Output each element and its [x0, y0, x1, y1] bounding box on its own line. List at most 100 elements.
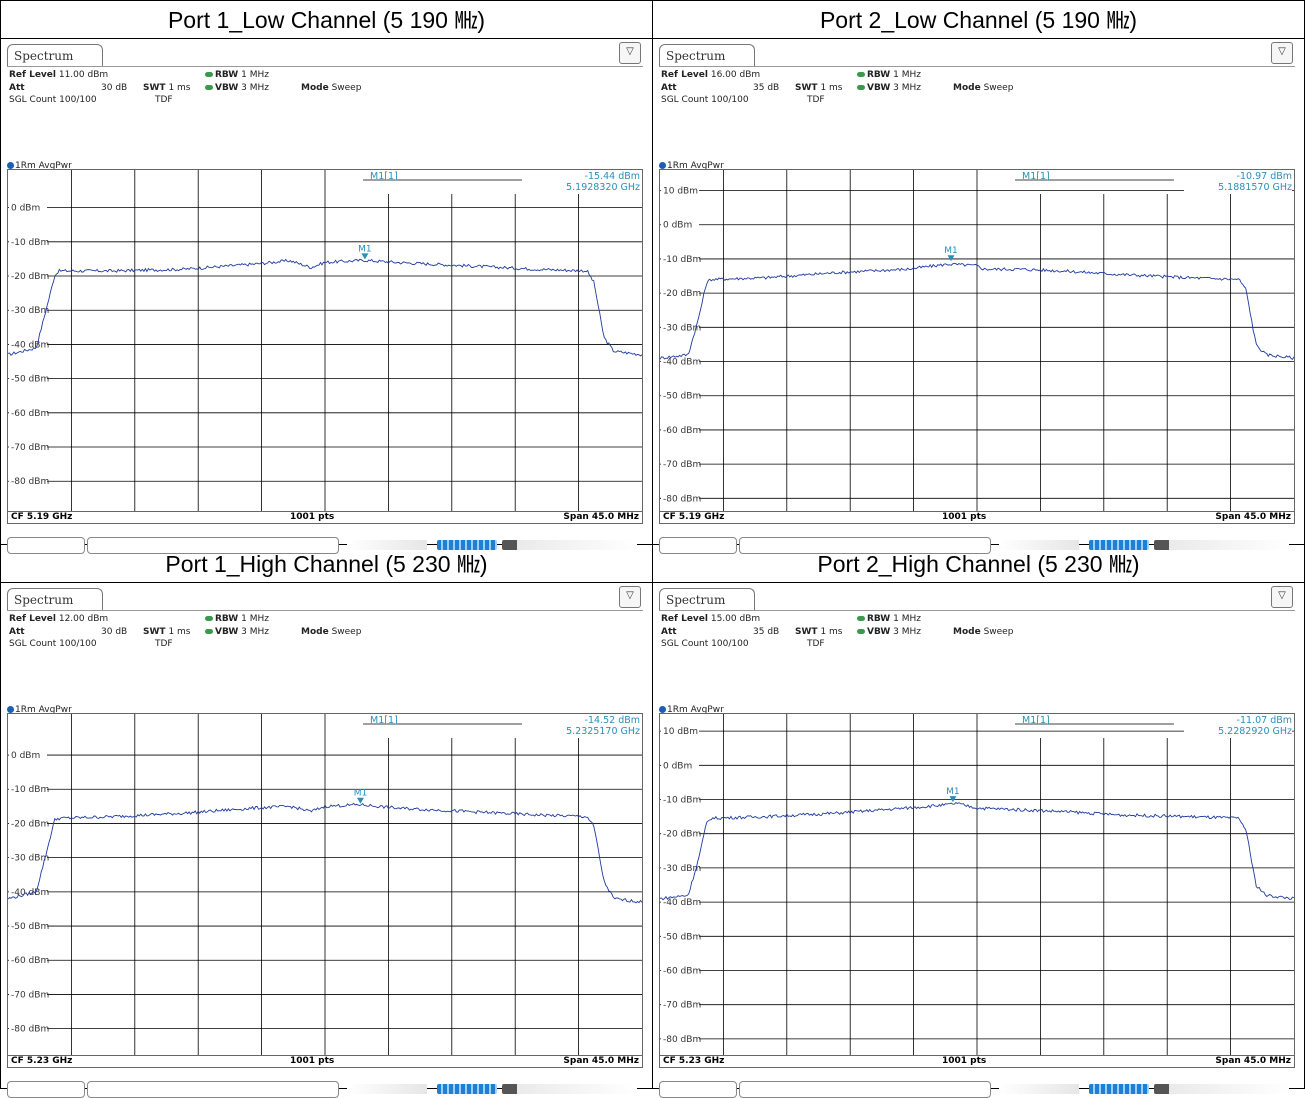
tick-label-background [661, 321, 699, 333]
footer-bar: CF 5.19 GHz 1001 pts Span 45.0 MHz [8, 511, 642, 523]
status-fade [517, 1084, 637, 1094]
tick-label-background [9, 817, 47, 829]
marker-label: M1 [354, 789, 368, 799]
marker-readout-level: -15.44 dBm [585, 171, 640, 182]
tick-label-background [9, 783, 47, 795]
tick-label-background [661, 793, 699, 805]
ref-level-row: Ref Level 12.00 dBm [9, 614, 109, 624]
y-tick-label: -40 dBm [663, 358, 701, 368]
y-tick-label: 0 dBm [663, 761, 692, 771]
points-count: 1001 pts [942, 1056, 987, 1066]
y-tick-label: 0 dBm [11, 204, 40, 214]
plot-area: 0 dBm -10 dBm -20 dBm -30 dBm -40 dBm -50 dBm… [7, 169, 643, 524]
y-tick-label: -20 dBm [663, 830, 701, 840]
spectrum-tab[interactable]: Spectrum [7, 44, 103, 66]
tab-divider [7, 66, 643, 67]
y-tick-label: -80 dBm [11, 477, 49, 487]
mode-row: Mode Sweep [301, 627, 362, 637]
spectrum-tab[interactable]: Spectrum [659, 44, 755, 66]
status-fade [347, 540, 427, 550]
vbw-row: VBW 3 MHz [857, 627, 921, 637]
att-value: 30 dB [101, 83, 128, 93]
ref-level-row: Ref Level 16.00 dBm [661, 70, 761, 80]
y-tick-label: -10 dBm [11, 238, 49, 248]
plot-area: 10 dBm 0 dBm -10 dBm -20 dBm -30 dBm -40 dBm -… [659, 169, 1295, 524]
ref-level-row: Ref Level 15.00 dBm [661, 614, 761, 624]
menu-icon[interactable]: ▽ [1271, 42, 1293, 64]
trace-icon [7, 706, 14, 713]
sgl-count: SGL Count 100/100 [661, 639, 749, 649]
sgl-count: SGL Count 100/100 [661, 95, 749, 105]
menu-icon[interactable]: ▽ [619, 42, 641, 64]
center-frequency: CF 5.23 GHz [11, 1056, 73, 1066]
status-message-box[interactable] [87, 537, 339, 554]
marker-readout-frequency: 5.1928320 GHz [566, 182, 640, 193]
y-tick-label: -10 dBm [663, 255, 701, 265]
y-tick-label: -20 dBm [663, 289, 701, 299]
marker-triangle-icon [947, 255, 955, 262]
vbw-indicator-icon [205, 629, 213, 634]
status-message-box[interactable] [739, 537, 991, 554]
spectrum-tab[interactable]: Spectrum [659, 588, 755, 610]
trace-icon [659, 162, 666, 169]
y-tick-label: -40 dBm [663, 898, 701, 908]
trace-label: 1Rm AvgPwr [659, 705, 724, 715]
att-row: Att [9, 83, 25, 93]
trace-line [660, 262, 1294, 361]
tick-label-background [661, 389, 699, 401]
y-tick-label: -70 dBm [663, 1001, 701, 1011]
tick-label-background [9, 441, 47, 453]
tab-divider [659, 66, 1295, 67]
rbw-row: RBW 1 MHz [205, 614, 269, 624]
tick-label-background [661, 998, 699, 1010]
att-row: Att [661, 83, 677, 93]
att-value: 30 dB [101, 627, 128, 637]
tick-label-background [661, 184, 699, 196]
tick-label-background [661, 423, 699, 435]
status-box[interactable] [659, 1081, 737, 1098]
tick-label-background [661, 1032, 699, 1044]
marker-readout-background [1184, 171, 1292, 193]
tick-label-background [661, 827, 699, 839]
y-tick-label: -50 dBm [663, 392, 701, 402]
status-message-box[interactable] [87, 1081, 339, 1098]
y-tick-label: -60 dBm [11, 409, 49, 419]
swt-row: SWT 1 ms [795, 627, 843, 637]
tick-label-background [661, 252, 699, 264]
trace-label: 1Rm AvgPwr [7, 161, 72, 171]
status-message-box[interactable] [739, 1081, 991, 1098]
status-box[interactable] [659, 537, 737, 554]
marker-readout-level: -10.97 dBm [1237, 171, 1292, 182]
tick-label-background [9, 270, 47, 282]
progress-icon [1089, 1084, 1149, 1094]
y-tick-label: -40 dBm [11, 888, 49, 898]
status-bar [659, 1081, 1295, 1098]
tick-label-background [9, 885, 47, 897]
tick-label-background [9, 235, 47, 247]
menu-icon[interactable]: ▽ [1271, 586, 1293, 608]
tdf-label: TDF [807, 639, 825, 649]
tick-label-background [661, 492, 699, 504]
tick-label-background [661, 287, 699, 299]
span-value: Span 45.0 MHz [563, 1056, 639, 1066]
status-box[interactable] [7, 537, 85, 554]
marker-readout-background [532, 171, 640, 193]
y-tick-label: -10 dBm [663, 796, 701, 806]
att-row: Att [9, 627, 25, 637]
footer-bar: CF 5.23 GHz 1001 pts Span 45.0 MHz [8, 1055, 642, 1067]
panel-title-2: Port 2_Low Channel (5 190 ㎒) [652, 0, 1305, 39]
menu-icon[interactable]: ▽ [619, 586, 641, 608]
spectrum-tab[interactable]: Spectrum [7, 588, 103, 610]
y-tick-label: -70 dBm [663, 460, 701, 470]
y-tick-label: -70 dBm [11, 443, 49, 453]
marker-readout-background [532, 715, 640, 737]
marker-readout-frequency: 5.1881570 GHz [1218, 182, 1292, 193]
status-box[interactable] [7, 1081, 85, 1098]
y-tick-label: -20 dBm [11, 819, 49, 829]
status-fade [1169, 1084, 1289, 1094]
status-fade [1169, 540, 1289, 550]
tick-label-background [9, 338, 47, 350]
y-tick-label: 0 dBm [11, 751, 40, 761]
trace-line [660, 802, 1294, 901]
tick-label-background [9, 304, 47, 316]
